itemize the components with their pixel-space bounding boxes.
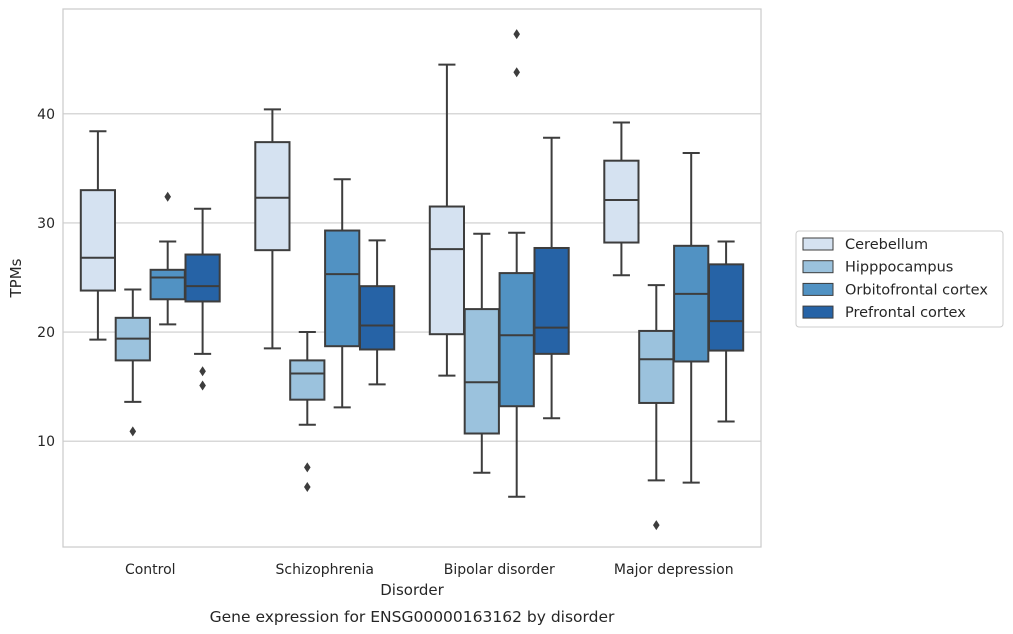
box-iqr	[533, 246, 570, 355]
box-iqr	[498, 272, 535, 408]
box-iqr	[428, 205, 466, 336]
legend: Cerebellum Hipppocampus Orbitofrontal cort…	[795, 230, 1004, 328]
box-series	[79, 29, 745, 531]
box-iqr	[358, 285, 396, 351]
box-orbitofrontal-cortex-0	[149, 191, 186, 326]
legend-frame	[795, 230, 1004, 328]
box-hipppocampus-3	[638, 284, 675, 531]
box-iqr	[638, 329, 675, 404]
plot-area	[62, 8, 762, 548]
y-tick-label: 20	[37, 325, 55, 341]
box-iqr	[289, 359, 326, 401]
y-tick-label: 30	[37, 216, 55, 232]
y-axis-label: TPMs	[7, 258, 25, 298]
outlier-point	[304, 481, 311, 492]
legend-swatch	[802, 282, 834, 296]
box-cerebellum-3	[603, 121, 640, 277]
legend-label: Prefrontal cortex	[845, 305, 966, 321]
box-iqr	[254, 141, 291, 252]
legend-label: Orbitofrontal cortex	[845, 282, 988, 298]
x-tick-label: Control	[125, 562, 176, 578]
box-iqr	[673, 244, 710, 363]
legend-label: Hipppocampus	[845, 260, 953, 276]
box-cerebellum-2	[428, 63, 466, 377]
box-iqr	[79, 189, 117, 292]
legend-label: Cerebellum	[845, 237, 928, 253]
box-prefrontal-cortex-2	[533, 136, 570, 420]
plot-border	[62, 8, 762, 548]
box-iqr	[149, 268, 186, 301]
outlier-point	[304, 462, 311, 473]
box-hipppocampus-1	[289, 331, 326, 492]
grid-lines	[63, 113, 761, 442]
box-orbitofrontal-cortex-3	[673, 152, 710, 484]
x-tick-label: Schizophrenia	[276, 562, 374, 578]
outlier-point	[653, 520, 660, 531]
box-cerebellum-0	[79, 130, 117, 341]
box-iqr	[707, 263, 745, 352]
box-iqr	[603, 159, 640, 244]
outlier-point	[129, 426, 137, 437]
box-iqr	[324, 229, 361, 348]
box-prefrontal-cortex-1	[358, 239, 396, 386]
x-tick-label: Major depression	[614, 562, 734, 578]
box-iqr	[184, 253, 221, 303]
x-axis-label: Disorder	[380, 581, 444, 599]
y-axis-ticks: 10 20 30 40	[37, 107, 55, 450]
y-tick-label: 10	[37, 434, 55, 450]
legend-swatch	[802, 260, 834, 274]
box-prefrontal-cortex-0	[184, 207, 221, 391]
legend-swatch	[802, 305, 834, 319]
outlier-point	[199, 380, 206, 391]
x-axis-ticks: Control Schizophrenia Bipolar disorder Majo…	[125, 562, 734, 578]
outlier-point	[513, 29, 520, 40]
chart-caption: Gene expression for ENSG00000163162 by d…	[210, 608, 615, 626]
box-cerebellum-1	[254, 108, 291, 350]
box-hipppocampus-0	[114, 288, 151, 437]
legend-swatch	[802, 237, 834, 251]
outlier-point	[199, 366, 206, 377]
box-prefrontal-cortex-3	[707, 240, 745, 423]
box-iqr	[463, 308, 500, 435]
outlier-point	[513, 67, 520, 78]
x-tick-label: Bipolar disorder	[444, 562, 555, 578]
outlier-point	[164, 191, 171, 202]
y-tick-label: 40	[37, 107, 55, 123]
box-hipppocampus-2	[463, 232, 500, 474]
